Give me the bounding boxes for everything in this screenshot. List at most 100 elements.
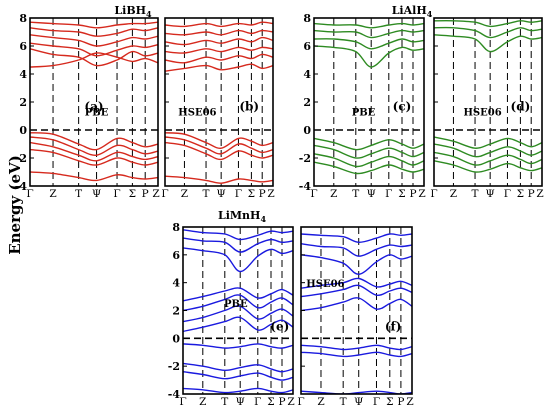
- band-line-5: [314, 45, 424, 68]
- k-point-label: Ψ: [236, 396, 245, 408]
- band-line-3: [183, 371, 293, 381]
- k-point-label: T: [472, 188, 479, 200]
- y-tick-label: -4: [15, 180, 28, 193]
- k-point-label: Γ: [310, 188, 317, 200]
- band-line-2: [30, 132, 158, 151]
- y-tick-label: 6: [172, 249, 180, 262]
- panel-frame: [300, 226, 413, 395]
- band-line-4: [301, 297, 412, 312]
- k-point-label: Z: [181, 188, 188, 200]
- band-line-6: [314, 38, 424, 50]
- band-line-7: [30, 42, 158, 57]
- k-point-label: P: [409, 188, 416, 200]
- band-line-1: [314, 137, 424, 151]
- band-line-8: [165, 36, 273, 46]
- y-tick-label: -4: [168, 388, 181, 401]
- k-point-label: Ψ: [354, 396, 363, 408]
- k-point-label: P: [528, 188, 535, 200]
- y-tick-label: 8: [303, 12, 311, 25]
- k-point-label: T: [221, 396, 228, 408]
- band-line-9: [183, 247, 293, 273]
- band-line-5: [434, 34, 542, 53]
- band-line-9: [301, 233, 412, 244]
- y-tick-label: 6: [19, 40, 27, 53]
- band-line-5: [165, 63, 273, 72]
- k-point-label: Γ: [26, 188, 33, 200]
- k-point-label: Z: [267, 188, 274, 200]
- k-point-label: Γ: [179, 396, 186, 408]
- band-line-1: [165, 175, 273, 184]
- y-tick-label: 6: [303, 40, 311, 53]
- method-label: PBE: [224, 299, 248, 310]
- band-line-1: [30, 171, 158, 182]
- panel-label: (a): [84, 99, 103, 113]
- k-point-label: Γ: [161, 188, 168, 200]
- band-line-4: [434, 160, 542, 173]
- k-point-label: T: [352, 188, 359, 200]
- panel-label: (b): [239, 99, 259, 113]
- k-point-label: Z: [152, 188, 159, 200]
- k-point-label: Ψ: [217, 188, 226, 200]
- band-line-11: [30, 52, 158, 68]
- title-libh4-base: LiBH: [114, 4, 146, 17]
- band-line-2: [183, 362, 293, 373]
- bands: [434, 20, 542, 173]
- y-tick-label: 8: [19, 12, 27, 25]
- title-limnh4-base: LiMnH: [218, 209, 260, 222]
- band-line-8: [183, 287, 293, 302]
- y-tick-label: 2: [303, 96, 311, 109]
- title-limnh4: LiMnH4: [218, 209, 266, 224]
- k-point-label: T: [75, 188, 82, 200]
- method-label: PBE: [85, 107, 109, 118]
- k-point-label: Z: [317, 396, 324, 408]
- panel-label: (c): [393, 99, 412, 113]
- k-point-label: Γ: [430, 188, 437, 200]
- title-libh4: LiBH4: [114, 4, 152, 19]
- method-label: HSE06: [306, 279, 344, 290]
- band-line-6: [434, 26, 542, 39]
- band-line-7: [165, 46, 273, 54]
- k-point-label: Z: [49, 188, 56, 200]
- k-point-label: Γ: [113, 188, 120, 200]
- band-line-5: [301, 284, 412, 298]
- band-line-7: [183, 294, 293, 312]
- band-line-3: [314, 153, 424, 168]
- y-tick-label: -2: [299, 152, 311, 165]
- band-line-3: [30, 136, 158, 156]
- k-point-label: Σ: [386, 396, 393, 408]
- k-point-label: Z: [418, 188, 425, 200]
- y-tick-label: 0: [19, 124, 27, 137]
- k-point-label: Σ: [517, 188, 524, 200]
- y-axis-label: Energy (eV): [6, 155, 24, 255]
- band-line-5: [183, 316, 293, 333]
- k-point-label: P: [397, 396, 404, 408]
- title-libh4-sub: 4: [146, 9, 152, 19]
- band-line-4: [165, 141, 273, 161]
- y-tick-label: 8: [172, 221, 180, 234]
- band-line-6: [30, 48, 158, 67]
- panel-label: (f): [385, 320, 402, 334]
- k-point-label: Z: [536, 188, 543, 200]
- band-line-9: [165, 29, 273, 36]
- k-point-label: Σ: [248, 188, 255, 200]
- title-lialh4: LiAlH4: [392, 4, 433, 19]
- k-point-label: Σ: [398, 188, 405, 200]
- band-line-4: [183, 387, 293, 394]
- band-line-3: [434, 151, 542, 166]
- y-tick-label: 2: [19, 96, 27, 109]
- band-line-1: [301, 344, 412, 351]
- band-line-10: [183, 237, 293, 253]
- k-point-label: Ψ: [486, 188, 495, 200]
- k-point-label: Z: [450, 188, 457, 200]
- band-line-8: [314, 22, 424, 29]
- panel-label: (d): [511, 99, 531, 113]
- band-line-2: [314, 144, 424, 159]
- k-point-label: Σ: [129, 188, 136, 200]
- y-tick-label: 4: [303, 68, 311, 81]
- band-line-8: [301, 243, 412, 257]
- k-point-label: Γ: [235, 188, 242, 200]
